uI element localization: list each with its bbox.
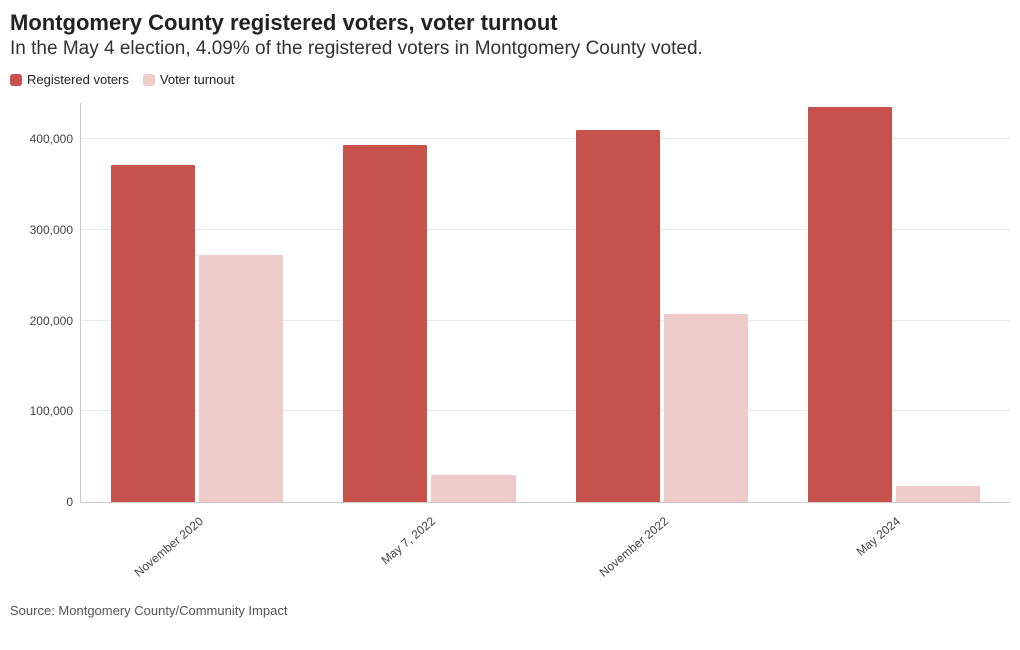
legend-swatch-registered	[10, 74, 22, 86]
chart-title: Montgomery County registered voters, vot…	[10, 10, 1010, 36]
bar-groups: November 2020May 7, 2022November 2022May…	[81, 103, 1010, 502]
bar	[808, 107, 892, 502]
x-axis-label: May 7, 2022	[379, 514, 439, 567]
legend-item-turnout: Voter turnout	[143, 72, 234, 87]
legend: Registered voters Voter turnout	[10, 72, 1010, 87]
bar-group: May 2024	[778, 103, 1010, 502]
bar-group: November 2022	[546, 103, 778, 502]
legend-item-registered: Registered voters	[10, 72, 129, 87]
bar	[896, 486, 980, 502]
source-line: Source: Montgomery County/Community Impa…	[10, 603, 1010, 618]
bar-group: May 7, 2022	[313, 103, 545, 502]
x-axis-label: May 2024	[854, 514, 903, 559]
y-axis-label: 300,000	[30, 223, 81, 237]
bar	[431, 475, 515, 502]
chart-subtitle: In the May 4 election, 4.09% of the regi…	[10, 38, 1010, 60]
bar	[576, 130, 660, 502]
y-axis-label: 400,000	[30, 132, 81, 146]
bar-group: November 2020	[81, 103, 313, 502]
legend-label-registered: Registered voters	[27, 72, 129, 87]
y-axis-label: 0	[66, 495, 81, 509]
bar	[111, 165, 195, 502]
y-axis-label: 200,000	[30, 314, 81, 328]
bar	[199, 255, 283, 502]
legend-swatch-turnout	[143, 74, 155, 86]
bar	[664, 314, 748, 502]
plot-area: 0100,000200,000300,000400,000November 20…	[80, 103, 1010, 503]
legend-label-turnout: Voter turnout	[160, 72, 234, 87]
chart: 0100,000200,000300,000400,000November 20…	[10, 93, 1010, 513]
x-axis-label: November 2020	[132, 514, 206, 580]
y-axis-label: 100,000	[30, 404, 81, 418]
bar	[343, 145, 427, 502]
x-axis-label: November 2022	[596, 514, 670, 580]
